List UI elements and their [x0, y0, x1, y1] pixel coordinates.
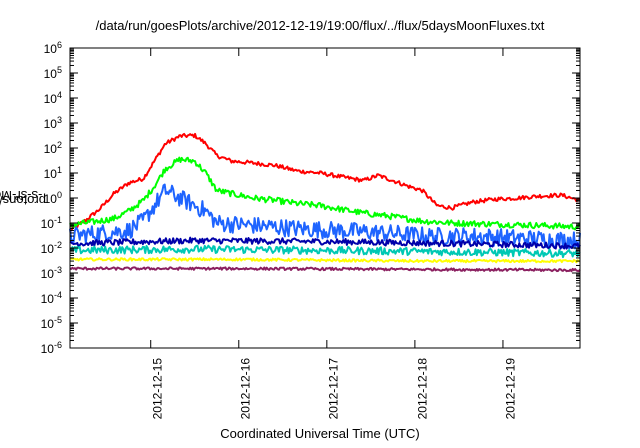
series-line-3: [69, 236, 581, 250]
y-tick-label: 10-1: [40, 215, 62, 231]
y-tick-label: 102: [43, 140, 62, 156]
series-line-6: [69, 266, 581, 273]
y-tick-label: 10-6: [40, 340, 62, 356]
y-tick-label: 10-2: [40, 240, 62, 256]
series-line-1: [69, 156, 581, 231]
y-tick-label: 10-4: [40, 290, 62, 306]
y-tick-label: 103: [43, 115, 62, 131]
y-tick-label: 100: [43, 190, 62, 206]
y-tick-label: 104: [43, 90, 62, 106]
series-line-4: [69, 244, 581, 259]
y-tick-label: 101: [43, 165, 62, 181]
series-layer: [69, 132, 581, 273]
tick-layer: [70, 47, 580, 349]
series-line-5: [69, 257, 581, 264]
y-tick-label: 105: [43, 65, 62, 81]
series-line-2: [69, 183, 581, 250]
x-axis-label: Coordinated Universal Time (UTC): [220, 426, 420, 441]
plot-frame: [69, 47, 581, 349]
y-tick-label: 10-3: [40, 265, 62, 281]
y-tick-label: 106: [43, 40, 62, 56]
series-line-0: [69, 132, 581, 232]
chart-title: /data/run/goesPlots/archive/2012-12-19/1…: [95, 18, 545, 33]
y-tick-label: 10-5: [40, 315, 62, 331]
